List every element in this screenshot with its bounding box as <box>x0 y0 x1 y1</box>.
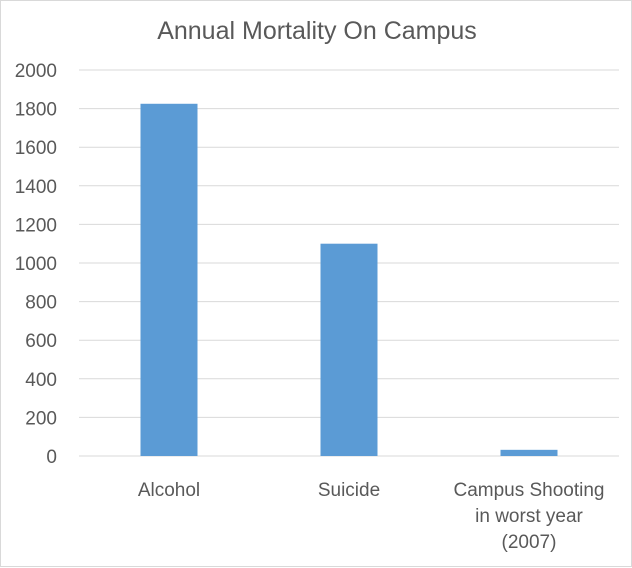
x-tick-label: (2007) <box>502 532 557 553</box>
y-tick-label: 2000 <box>15 61 57 82</box>
y-axis-ticks: 0 200 400 600 800 1000 1200 1400 1600 1800 2000 <box>15 61 57 468</box>
y-tick-label: 1600 <box>15 138 57 159</box>
y-tick-label: 0 <box>46 447 57 468</box>
x-tick-label: Campus Shooting <box>453 480 604 501</box>
y-tick-label: 400 <box>25 370 57 391</box>
x-tick-label: in worst year <box>475 506 583 527</box>
chart-title: Annual Mortality On Campus <box>157 17 477 45</box>
y-tick-label: 1400 <box>15 177 57 198</box>
y-tick-label: 1000 <box>15 254 57 275</box>
x-tick-label: Suicide <box>318 480 380 501</box>
bar <box>140 103 198 457</box>
y-tick-label: 1200 <box>15 215 57 236</box>
y-tick-label: 600 <box>25 331 57 352</box>
y-tick-label: 200 <box>25 408 57 429</box>
bar <box>320 243 378 456</box>
bar <box>500 449 558 456</box>
y-tick-label: 800 <box>25 293 57 314</box>
bars <box>140 103 558 457</box>
y-tick-label: 1800 <box>15 100 57 121</box>
x-tick-label: Alcohol <box>138 480 200 501</box>
x-axis-labels: Alcohol Suicide Campus Shooting in worst ye… <box>138 480 605 553</box>
